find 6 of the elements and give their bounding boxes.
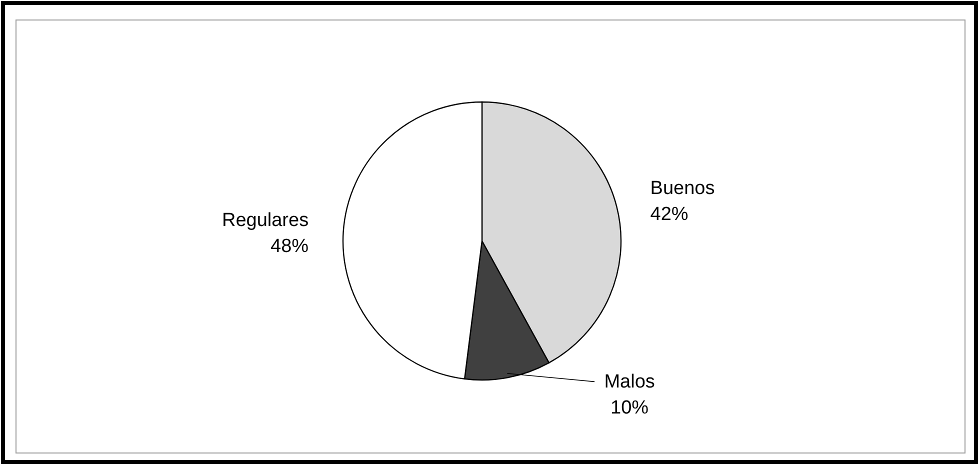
data-label: 10% [610,398,649,419]
data-label: 48% [270,236,309,258]
slice-label: Regulares [222,210,309,232]
data-label: 42% [650,204,688,225]
slice-label: Malos [604,372,655,393]
slice-label: Buenos [650,178,715,199]
